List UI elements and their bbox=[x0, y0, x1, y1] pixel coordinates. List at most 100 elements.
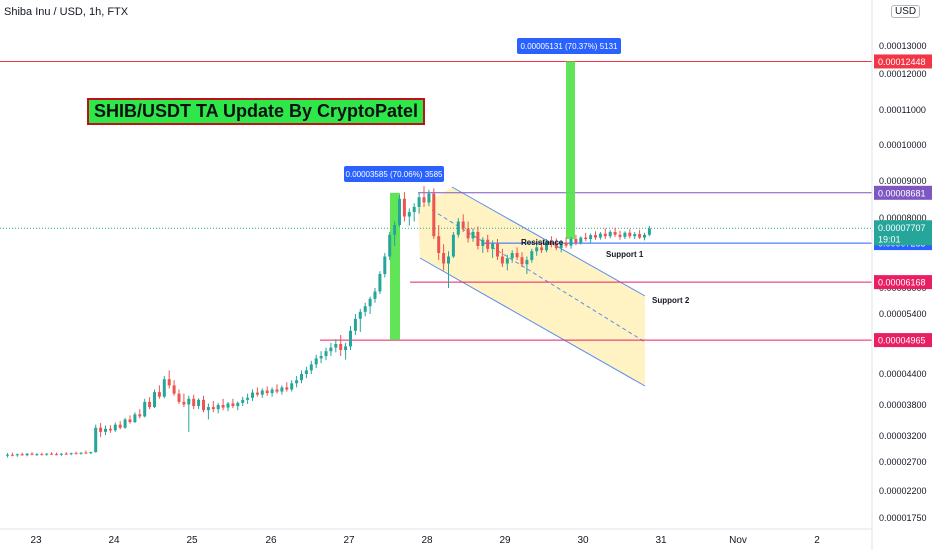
candle-body bbox=[388, 234, 392, 257]
x-tick-label: 24 bbox=[108, 535, 120, 546]
y-tick-label: 0.00003800 bbox=[879, 400, 927, 410]
candle-body bbox=[319, 356, 323, 359]
candle-body bbox=[128, 419, 132, 423]
price-tag-label: 0.00012448 bbox=[878, 57, 926, 67]
x-tick-label: Nov bbox=[729, 535, 747, 546]
candle-body bbox=[628, 232, 632, 237]
candle-body bbox=[74, 453, 78, 455]
candle-body bbox=[373, 291, 377, 299]
y-tick-label: 0.00011000 bbox=[879, 105, 926, 115]
candle-body bbox=[545, 241, 548, 251]
candle-body bbox=[280, 387, 284, 392]
candle-body bbox=[40, 454, 44, 456]
candle-body bbox=[589, 235, 593, 239]
measure-tools: 0.00003585 (70.06%) 3585 0.00005131 (70.3… bbox=[344, 38, 621, 340]
candle-body bbox=[255, 392, 259, 395]
candle-body bbox=[59, 453, 63, 455]
candle-body bbox=[300, 374, 303, 381]
candle-body bbox=[216, 405, 220, 410]
candle-body bbox=[206, 407, 210, 411]
candle-body bbox=[45, 453, 49, 455]
countdown-label: 19:01 bbox=[878, 234, 901, 244]
candles bbox=[6, 186, 651, 458]
currency-label[interactable]: USD bbox=[891, 5, 921, 18]
candle-body bbox=[138, 414, 142, 417]
x-tick-label: 25 bbox=[186, 535, 198, 546]
candle-body bbox=[221, 405, 225, 408]
candle-body bbox=[113, 424, 117, 431]
candle-body bbox=[177, 393, 181, 402]
y-tick-label: 0.00008000 bbox=[879, 213, 927, 223]
candle-body bbox=[55, 454, 58, 456]
candle-body bbox=[10, 454, 14, 456]
measure-bar bbox=[390, 192, 400, 340]
y-tick-label: 0.00005400 bbox=[879, 309, 927, 319]
symbol-label: Shiba Inu / USD, 1h, FTX bbox=[4, 6, 129, 18]
candle-body bbox=[123, 419, 127, 428]
candle-body bbox=[535, 247, 539, 252]
x-tick-label: 31 bbox=[655, 535, 667, 546]
candle-body bbox=[476, 232, 480, 246]
candle-body bbox=[108, 428, 112, 431]
x-tick-label: 23 bbox=[30, 535, 42, 546]
candle-body bbox=[402, 198, 406, 217]
y-tick-label: 0.00009000 bbox=[879, 176, 927, 186]
candle-body bbox=[520, 257, 524, 265]
candle-body bbox=[157, 392, 161, 397]
y-tick-label: 0.00010000 bbox=[879, 140, 927, 150]
candle-body bbox=[15, 454, 19, 456]
price-tag-label: 0.00004965 bbox=[878, 336, 926, 346]
candle-body bbox=[20, 454, 24, 456]
candle-body bbox=[324, 351, 328, 356]
candle-body bbox=[349, 330, 352, 347]
x-tick-label: 2 bbox=[814, 535, 820, 546]
price-tag bbox=[874, 54, 932, 69]
price-tag bbox=[874, 275, 932, 290]
annotations: Resistance Support 1 Support 2 bbox=[521, 238, 690, 305]
headline-banner: SHIB/USDT TA Update By CryptoPatel bbox=[87, 98, 426, 125]
candle-body bbox=[94, 427, 98, 453]
candle-body bbox=[412, 206, 416, 213]
candle-body bbox=[270, 389, 274, 394]
candle-body bbox=[182, 401, 186, 405]
candle-body bbox=[466, 228, 470, 239]
measure-bar bbox=[566, 61, 575, 240]
candle-body bbox=[64, 453, 68, 455]
candle-body bbox=[525, 260, 529, 265]
candle-body bbox=[30, 453, 34, 455]
candle-body bbox=[623, 232, 627, 237]
candle-body bbox=[6, 454, 9, 456]
price-tag-label: 0.00008681 bbox=[878, 188, 926, 198]
price-tag bbox=[874, 185, 932, 200]
candle-body bbox=[559, 242, 563, 249]
channel-upper-line bbox=[451, 186, 646, 297]
x-tick-label: 27 bbox=[343, 535, 355, 546]
time-axis: 23 24 25 26 27 28 29 30 31 Nov 2 bbox=[30, 535, 820, 546]
candle-body bbox=[579, 237, 583, 243]
current-price-tag bbox=[874, 220, 932, 246]
candle-body bbox=[398, 198, 401, 225]
candle-body bbox=[211, 407, 215, 410]
candle-body bbox=[167, 379, 171, 386]
candle-body bbox=[226, 403, 230, 408]
candle-body bbox=[471, 232, 475, 239]
price-tag-label: 0.00006168 bbox=[878, 278, 926, 288]
candle-body bbox=[574, 239, 578, 243]
candle-body bbox=[368, 298, 372, 307]
price-axis: 0.00013000 0.00012000 0.00011000 0.00010000… bbox=[879, 41, 927, 523]
candle-body bbox=[84, 452, 88, 454]
candle-body bbox=[515, 253, 519, 258]
candle-body bbox=[353, 318, 357, 331]
candle-body bbox=[427, 193, 431, 203]
candle-body bbox=[25, 453, 29, 456]
candle-body bbox=[133, 414, 137, 423]
candle-body bbox=[643, 234, 646, 238]
candle-body bbox=[417, 197, 421, 207]
candle-body bbox=[162, 379, 166, 397]
measure-label-box bbox=[344, 166, 444, 182]
candle-body bbox=[618, 234, 622, 237]
y-tick-label: 0.00002200 bbox=[879, 486, 927, 496]
candle-body bbox=[304, 370, 308, 374]
y-tick-label: 0.00001750 bbox=[879, 513, 927, 523]
